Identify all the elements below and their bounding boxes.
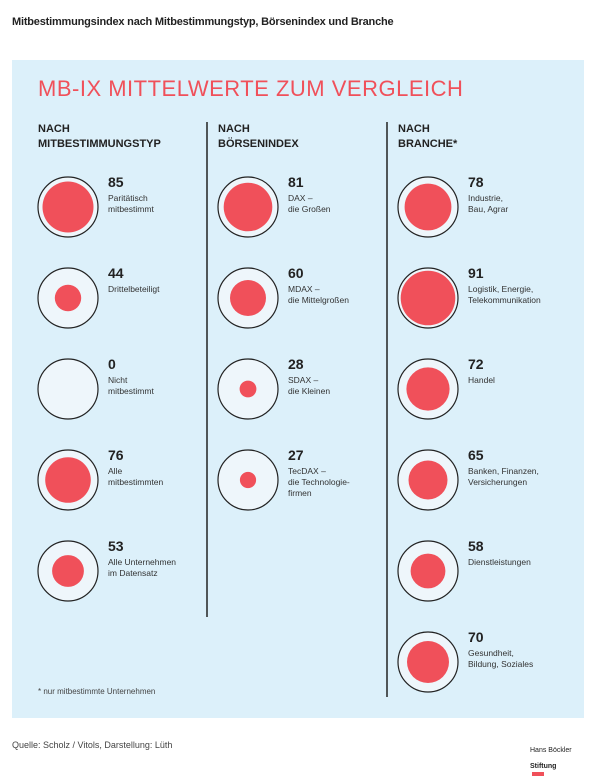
value-label: 81 bbox=[288, 174, 304, 190]
main-title: MB-IX MITTELWERTE ZUM VERGLEICH bbox=[38, 76, 464, 101]
category-label: Handel bbox=[468, 375, 495, 385]
column-heading: NACH BRANCHE* bbox=[398, 123, 458, 150]
header-title: Mitbestimmungsindex nach Mitbestimmungst… bbox=[12, 16, 394, 28]
value-circle bbox=[239, 471, 257, 489]
category-label: SDAX – die Kleinen bbox=[288, 375, 331, 396]
category-label: Industrie, Bau, Agrar bbox=[468, 193, 509, 214]
category-label: Gesundheit, Bildung, Soziales bbox=[468, 648, 534, 669]
value-circle bbox=[407, 641, 449, 683]
value-label: 44 bbox=[108, 265, 124, 281]
value-label: 78 bbox=[468, 174, 484, 190]
value-label: 91 bbox=[468, 265, 484, 281]
column-heading: NACH MITBESTIMMUNGSTYP bbox=[38, 123, 161, 150]
value-circle bbox=[52, 555, 84, 587]
value-circle bbox=[42, 181, 94, 233]
category-label: Nicht mitbestimmt bbox=[108, 375, 154, 396]
value-circle bbox=[54, 284, 82, 312]
value-circle bbox=[406, 367, 450, 411]
value-label: 28 bbox=[288, 356, 304, 372]
category-label: Logistik, Energie, Telekommunikation bbox=[468, 284, 541, 305]
category-label: DAX – die Großen bbox=[288, 193, 331, 214]
column-heading: NACH BÖRSENINDEX bbox=[218, 123, 299, 150]
category-label: Banken, Finanzen, Versicherungen bbox=[468, 466, 539, 487]
category-label: Alle Unternehmen im Datensatz bbox=[108, 557, 177, 578]
value-label: 70 bbox=[468, 629, 484, 645]
logo-line: Hans Böckler bbox=[530, 747, 572, 754]
value-label: 60 bbox=[288, 265, 304, 281]
value-label: 65 bbox=[468, 447, 484, 463]
value-circle bbox=[400, 270, 456, 326]
value-label: 0 bbox=[108, 356, 116, 372]
category-label: Alle mitbestimmten bbox=[108, 466, 164, 487]
logo-bar bbox=[532, 772, 544, 776]
value-circle bbox=[404, 183, 452, 231]
logo-line: Stiftung bbox=[530, 763, 557, 770]
category-label: TecDAX – die Technologie- firmen bbox=[288, 466, 350, 498]
value-circle bbox=[239, 380, 257, 398]
category-label: Paritätisch mitbestimmt bbox=[108, 193, 154, 214]
category-label: MDAX – die Mittelgroßen bbox=[288, 284, 349, 305]
panel bbox=[12, 60, 584, 718]
value-label: 53 bbox=[108, 538, 124, 554]
value-label: 85 bbox=[108, 174, 124, 190]
category-label: Drittelbeteiligt bbox=[108, 284, 160, 294]
value-circle bbox=[230, 280, 266, 316]
value-circle bbox=[223, 182, 273, 232]
footnote: * nur mitbestimmte Unternehmen bbox=[38, 687, 156, 696]
value-label: 76 bbox=[108, 447, 124, 463]
value-label: 58 bbox=[468, 538, 484, 554]
logo: Hans Böckler Stiftung bbox=[530, 739, 572, 779]
category-label: Dienstleistungen bbox=[468, 557, 531, 567]
value-label: 72 bbox=[468, 356, 484, 372]
value-label: 27 bbox=[288, 447, 304, 463]
value-circle bbox=[45, 457, 91, 503]
value-circle bbox=[410, 553, 446, 589]
source: Quelle: Scholz / Vitols, Darstellung: Lü… bbox=[12, 740, 173, 750]
value-circle bbox=[408, 460, 448, 500]
outer-circle bbox=[37, 358, 99, 420]
